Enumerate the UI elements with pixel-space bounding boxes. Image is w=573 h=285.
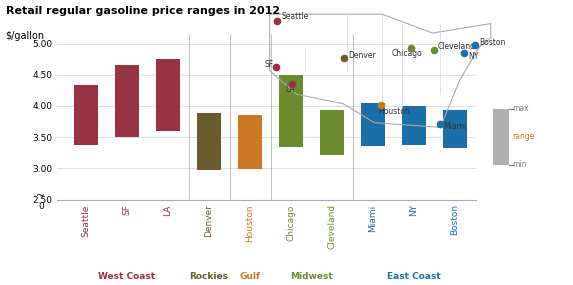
Text: Boston: Boston (479, 38, 505, 47)
Text: 0.62: 0.62 (404, 134, 425, 143)
Text: Denver: Denver (348, 51, 376, 60)
Text: SF: SF (265, 60, 274, 69)
Bar (361, 103, 386, 146)
Text: NY: NY (468, 52, 478, 61)
Text: 0: 0 (38, 202, 44, 211)
Text: ~: ~ (36, 191, 45, 201)
Text: 0.96: 0.96 (76, 134, 96, 143)
Text: Houston: Houston (378, 107, 410, 116)
Bar (278, 75, 303, 147)
Bar (74, 85, 99, 144)
Bar (156, 59, 180, 131)
Text: 1.16: 1.16 (281, 137, 301, 146)
Text: 1.16: 1.16 (116, 127, 138, 136)
Text: Rockies: Rockies (190, 272, 229, 281)
Text: East Coast: East Coast (387, 272, 441, 281)
Bar (115, 65, 139, 137)
Bar (197, 113, 221, 170)
Text: $/gallon: $/gallon (6, 31, 45, 41)
Text: LA: LA (285, 86, 295, 95)
Text: Retail regular gasoline price ranges in 2012: Retail regular gasoline price ranges in … (6, 6, 280, 16)
Text: Cleveland: Cleveland (438, 42, 476, 51)
Text: min: min (512, 160, 527, 169)
Text: Chicago: Chicago (391, 49, 422, 58)
Bar (238, 115, 262, 169)
Bar (402, 106, 426, 144)
Text: Gulf: Gulf (240, 272, 261, 281)
Bar (443, 110, 468, 148)
Text: Seattle: Seattle (281, 12, 309, 21)
Text: 0.70: 0.70 (363, 136, 383, 145)
Text: 0.92: 0.92 (199, 160, 219, 169)
Bar (320, 110, 344, 154)
Text: 0.72: 0.72 (322, 144, 343, 153)
Text: Midwest: Midwest (290, 272, 333, 281)
FancyBboxPatch shape (493, 109, 509, 165)
Text: range: range (512, 132, 535, 141)
Text: 1.15: 1.15 (158, 121, 178, 130)
Text: 0.86: 0.86 (240, 159, 260, 168)
Text: 0.62: 0.62 (445, 138, 465, 147)
Text: Miami: Miami (444, 122, 467, 131)
Text: West Coast: West Coast (99, 272, 156, 281)
Text: max: max (512, 104, 529, 113)
